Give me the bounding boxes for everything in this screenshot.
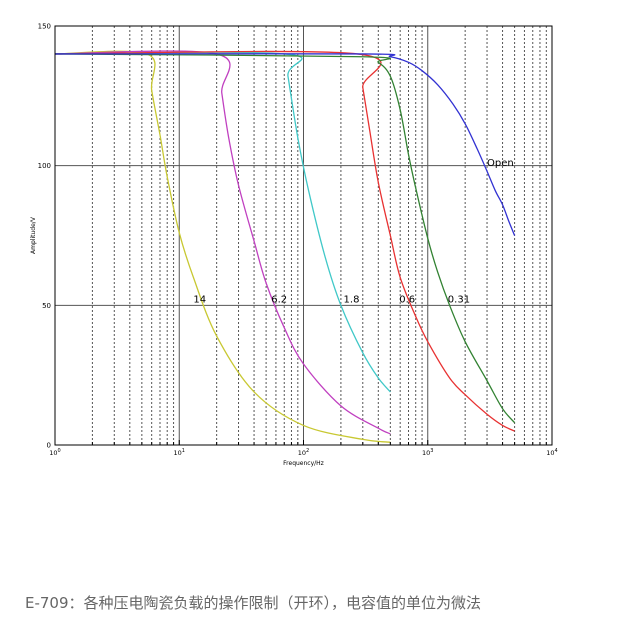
y-tick-label: 100 bbox=[38, 162, 51, 170]
series-layer bbox=[54, 50, 516, 443]
series-line-open bbox=[54, 53, 516, 236]
series-label: Open bbox=[487, 158, 514, 169]
x-tick-label: 102 bbox=[298, 448, 309, 457]
figure-caption: E-709：各种压电陶瓷负载的操作限制（开环），电容值的单位为微法 bbox=[25, 594, 482, 612]
series-label: 14 bbox=[193, 295, 206, 306]
x-axis-label: Frequency/Hz bbox=[283, 460, 324, 467]
series-label: 0.6 bbox=[399, 295, 415, 306]
y-tick-label: 150 bbox=[38, 23, 51, 31]
series-line-14 bbox=[54, 50, 391, 443]
x-tick-label: 100 bbox=[49, 448, 60, 457]
x-tick-label: 103 bbox=[422, 448, 433, 457]
chart-figure: 0 50 100 150 100 101 102 103 104 14 6.2 1.8 0.6 0.31… bbox=[30, 22, 558, 467]
tick-layer: 0 50 100 150 100 101 102 103 104 bbox=[38, 23, 558, 458]
series-line-0-6 bbox=[54, 50, 515, 432]
series-label: 1.8 bbox=[344, 295, 360, 306]
series-line-6-2 bbox=[54, 50, 391, 435]
series-label: 6.2 bbox=[271, 295, 287, 306]
y-tick-label: 0 bbox=[47, 442, 51, 450]
label-layer: 14 6.2 1.8 0.6 0.31 Open bbox=[193, 158, 513, 306]
series-line-0-31 bbox=[54, 53, 516, 424]
y-axis-label: Amplitude/V bbox=[30, 216, 37, 254]
y-tick-label: 50 bbox=[42, 302, 51, 310]
series-label: 0.31 bbox=[448, 295, 470, 306]
x-tick-label: 104 bbox=[546, 448, 557, 457]
x-tick-label: 101 bbox=[174, 448, 185, 457]
